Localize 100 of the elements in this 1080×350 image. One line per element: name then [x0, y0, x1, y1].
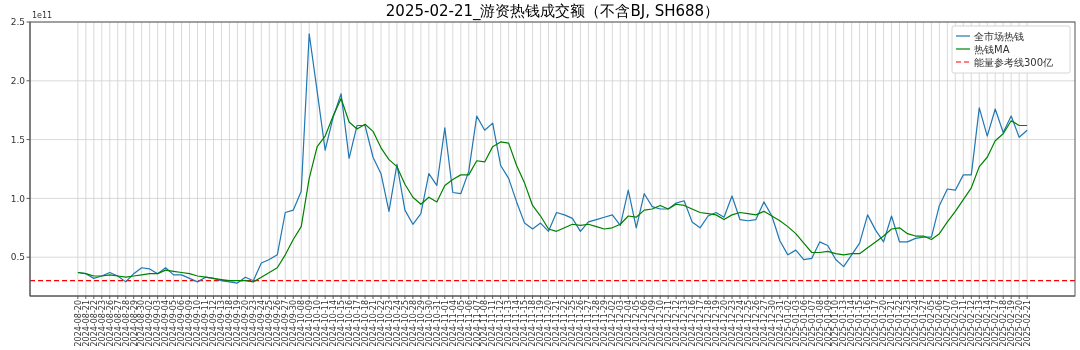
x-tick-label: 2025-02-12 [967, 300, 977, 347]
x-tick-label: 2024-09-03 [153, 300, 163, 347]
x-tick-label: 2024-12-04 [624, 300, 634, 347]
y-tick-label: 2.0 [10, 76, 26, 86]
x-tick-label: 2025-02-13 [975, 300, 985, 347]
x-tick-label: 2025-01-27 [919, 300, 929, 347]
x-tick-label: 2024-12-30 [767, 300, 777, 347]
x-tick-label: 2025-02-07 [943, 300, 953, 347]
y-tick-label: 1.0 [10, 193, 26, 204]
x-tick-label: 2025-01-07 [807, 300, 817, 347]
x-tick-label: 2024-09-11 [201, 300, 211, 347]
x-tick-label: 2025-01-09 [823, 300, 833, 347]
x-tick-label: 2025-01-21 [887, 300, 897, 347]
x-tick-label: 2025-01-13 [839, 300, 849, 347]
x-tick-label: 2024-09-10 [193, 300, 203, 347]
x-tick-label: 2024-09-25 [265, 300, 275, 347]
x-tick-label: 2025-02-21 [1022, 300, 1032, 347]
x-tick-label: 2024-10-18 [360, 300, 370, 347]
x-tick-label: 2025-02-19 [1006, 300, 1016, 347]
legend-label: 热钱MA [974, 43, 1010, 55]
x-tick-label: 2025-02-20 [1014, 300, 1024, 347]
x-tick-label: 2024-12-20 [719, 300, 729, 347]
x-tick-label: 2024-12-10 [655, 300, 665, 347]
x-tick-label: 2024-09-26 [273, 300, 283, 347]
x-tick-label: 2025-01-03 [791, 300, 801, 347]
x-tick-label: 2024-12-03 [616, 300, 626, 347]
x-tick-label: 2025-01-22 [895, 300, 905, 347]
x-tick-label: 2024-10-22 [376, 300, 386, 347]
text: 1e11 [32, 11, 53, 20]
x-tick-label: 2024-12-13 [679, 300, 689, 347]
x-tick-label: 2025-01-06 [799, 300, 809, 347]
x-tick-label: 2025-01-08 [815, 300, 825, 347]
x-tick-label: 2025-02-17 [991, 300, 1001, 347]
x-tick-label: 2024-10-23 [384, 300, 394, 347]
y-tick-label: 1.5 [10, 134, 25, 145]
x-tick-label: 2024-11-05 [456, 300, 466, 347]
x-tick-label: 2024-11-11 [488, 300, 498, 347]
x-tick-label: 2024-11-22 [560, 300, 570, 347]
x-tick-label: 2024-11-14 [512, 300, 522, 347]
x-tick-label: 2024-10-24 [392, 300, 402, 347]
x-tick-label: 2024-12-26 [751, 300, 761, 347]
x-tick-label: 2024-09-04 [161, 300, 171, 347]
x-tick-label: 2025-01-23 [903, 300, 913, 347]
x-tick-label: 2024-11-13 [504, 300, 514, 347]
x-tick-label: 2024-09-12 [209, 300, 219, 347]
x-tick-label: 2024-10-29 [416, 300, 426, 347]
x-tick-label: 2025-01-20 [879, 300, 889, 347]
legend-label: 全市场热钱 [974, 30, 1024, 42]
x-tick-label: 2024-12-18 [703, 300, 713, 347]
x-tick-label: 2025-02-06 [935, 300, 945, 347]
x-tick-label: 2025-02-18 [999, 300, 1009, 347]
x-tick-label: 2024-12-17 [695, 300, 705, 347]
x-tick-label: 2024-09-20 [241, 300, 251, 347]
x-tick-label: 2024-12-05 [632, 300, 642, 347]
x-tick-label: 2025-01-24 [911, 300, 921, 347]
x-tick-label: 2024-12-06 [640, 300, 650, 347]
x-tick-label: 2024-10-30 [424, 300, 434, 347]
y-tick-label: 2.5 [10, 17, 25, 28]
x-tick-label: 2024-10-28 [408, 300, 418, 347]
x-tick-label: 2025-01-17 [871, 300, 881, 347]
x-tick-label: 2025-02-10 [951, 300, 961, 347]
x-tick-label: 2024-10-11 [320, 300, 330, 347]
line-series [77, 97, 1028, 283]
x-tick-label: 2024-11-12 [496, 300, 506, 347]
x-tick-label: 2024-10-17 [352, 300, 362, 347]
x-tick-label: 2024-12-09 [648, 300, 658, 347]
x-tick-label: 2025-02-05 [927, 300, 937, 347]
x-tick-label: 2024-08-27 [113, 300, 123, 347]
x-tick-label: 2024-12-02 [608, 300, 618, 347]
x-tick-label: 2024-08-23 [97, 300, 107, 347]
x-tick-label: 2024-11-15 [520, 300, 530, 347]
x-tick-label: 2024-12-23 [727, 300, 737, 347]
x-tick-label: 2024-11-04 [448, 300, 458, 347]
y-tick-label: 0.5 [10, 252, 25, 263]
x-tick-label: 2025-01-14 [847, 300, 857, 347]
x-tick-label: 2024-09-13 [217, 300, 227, 347]
x-tick-label: 2025-01-15 [855, 300, 865, 347]
x-tick-label: 2024-08-26 [105, 300, 115, 347]
x-tick-label: 2024-08-21 [81, 300, 91, 347]
x-tick-label: 2025-01-16 [863, 300, 873, 347]
x-tick-label: 2024-09-23 [249, 300, 259, 347]
x-tick-label: 2024-09-06 [177, 300, 187, 347]
x-tick-label: 2024-08-22 [89, 300, 99, 347]
x-tick-label: 2024-12-27 [759, 300, 769, 347]
x-tick-label: 2024-12-11 [663, 300, 673, 347]
x-tick-label: 2024-09-05 [169, 300, 179, 347]
x-tick-label: 2024-12-16 [687, 300, 697, 347]
x-tick-label: 2024-10-14 [328, 300, 338, 347]
x-tick-label: 2025-01-10 [831, 300, 841, 347]
x-tick-label: 2024-11-29 [600, 300, 610, 347]
x-tick-label: 2024-09-27 [281, 300, 291, 347]
x-tick-label: 2024-11-21 [552, 300, 562, 347]
x-tick-label: 2025-02-14 [983, 300, 993, 347]
x-tick-label: 2024-09-18 [225, 300, 235, 347]
legend-label: 能量参考线300亿 [974, 56, 1054, 68]
x-tick-label: 2024-11-01 [440, 300, 450, 347]
chart-title: 2025-02-21_游资热钱成交额（不含BJ, SH688） [385, 2, 720, 21]
x-tick-label: 2024-11-20 [544, 300, 554, 347]
x-tick-label: 2025-02-11 [959, 300, 969, 347]
x-tick-label: 2024-08-20 [73, 300, 83, 347]
